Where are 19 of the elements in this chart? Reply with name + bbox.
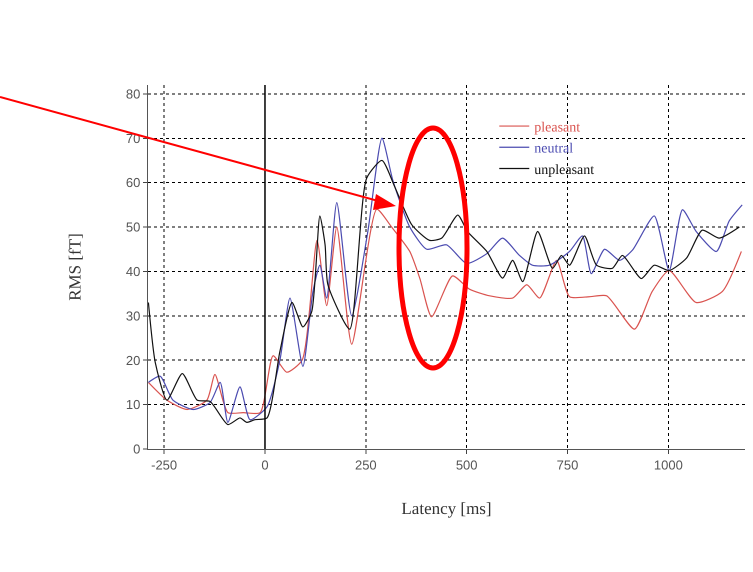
x-tick-label: 250 bbox=[354, 458, 377, 473]
x-tick-label: -250 bbox=[151, 458, 178, 473]
legend-label: unpleasant bbox=[534, 162, 594, 178]
y-tick-label: 0 bbox=[133, 442, 140, 457]
y-tick-label: 50 bbox=[126, 220, 140, 235]
x-tick-label: 750 bbox=[556, 458, 578, 473]
y-tick-label: 60 bbox=[126, 175, 140, 190]
y-tick-label: 40 bbox=[126, 264, 140, 279]
y-tick-label: 80 bbox=[126, 86, 140, 102]
y-tick-label: 20 bbox=[126, 352, 140, 368]
x-tick-label: 1000 bbox=[654, 458, 683, 473]
legend-label: neutral bbox=[534, 142, 574, 157]
x-tick-label: 500 bbox=[456, 458, 478, 473]
x-tick-label: 0 bbox=[261, 458, 269, 473]
legend-label: pleasant bbox=[534, 120, 580, 136]
y-tick-label: 10 bbox=[126, 397, 140, 412]
x-axis-title: Latency [ms] bbox=[401, 499, 492, 518]
y-tick-label: 30 bbox=[126, 308, 140, 324]
y-axis-title: RMS [fT] bbox=[65, 233, 84, 301]
